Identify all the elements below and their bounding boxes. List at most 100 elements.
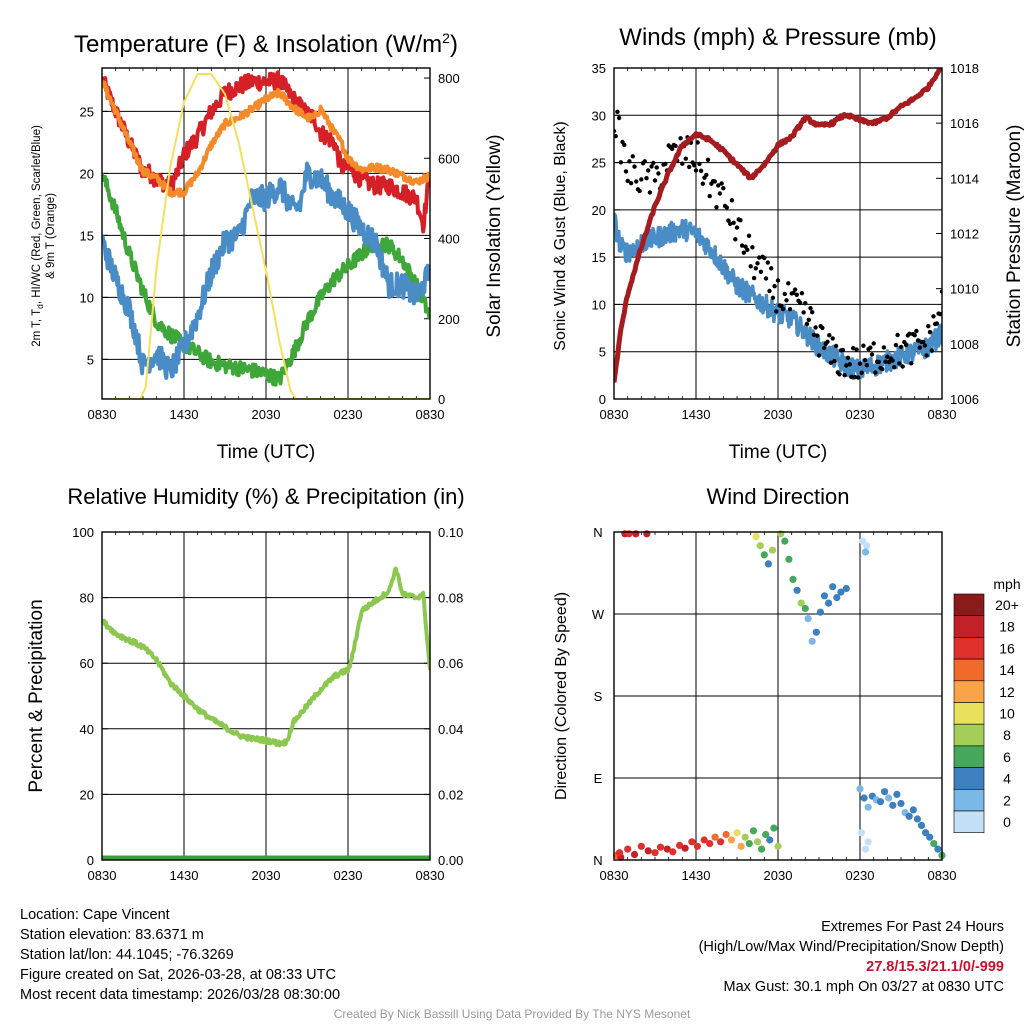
gust-point	[926, 324, 931, 329]
wind-y-tick-label: 0	[599, 392, 606, 407]
insolation-y-tick-label: 600	[438, 151, 460, 166]
gust-point	[883, 359, 888, 364]
wind-direction-point	[630, 850, 639, 859]
wind-direction-point	[688, 838, 696, 846]
plot-frame	[613, 531, 943, 861]
humidity-line	[102, 566, 430, 748]
gust-point	[634, 179, 639, 184]
gust-point	[716, 183, 721, 188]
x-tick-label: 0830	[416, 868, 445, 883]
gust-point	[929, 348, 934, 353]
direction-tick-label: W	[592, 607, 605, 622]
wind-direction-point	[876, 798, 885, 806]
x-tick-label: 1430	[170, 407, 199, 422]
gust-point	[912, 333, 917, 338]
gust-point	[757, 255, 762, 260]
winds-title: Winds (mph) & Pressure (mb)	[619, 24, 936, 51]
wind-direction-point	[777, 530, 785, 538]
gust-point	[862, 358, 868, 363]
gust-point	[721, 186, 726, 191]
legend-label: 8	[1003, 727, 1011, 743]
gust-point	[680, 161, 685, 166]
gust-point	[915, 338, 921, 343]
insolation-y-tick-label: 0	[438, 392, 445, 407]
wind-y-tick-label: 5	[599, 345, 606, 360]
gust-point	[897, 361, 902, 366]
gust-point	[794, 292, 799, 297]
gust-point	[705, 157, 711, 162]
x-tick-label: 0230	[334, 407, 363, 422]
humidity-panel: Relative Humidity (%) & Precipitation (i…	[26, 484, 465, 883]
gust-point	[652, 178, 658, 183]
wind-series-group	[614, 68, 942, 383]
gust-point	[813, 325, 818, 330]
gust-point	[898, 344, 904, 350]
wind-direction-point	[625, 530, 633, 538]
wind-direction-point	[881, 788, 889, 796]
wind-direction-point	[737, 842, 745, 850]
wind-direction-point	[774, 842, 782, 850]
wind-direction-point	[745, 840, 753, 848]
wind-direction-point	[781, 537, 789, 545]
humidity-y-tick-label: 0	[87, 853, 94, 868]
gust-point	[734, 225, 740, 230]
gust-point	[828, 360, 834, 365]
gust-point	[649, 164, 654, 169]
gust-point	[642, 159, 647, 164]
station-info: Location: Cape Vincent Station elevation…	[20, 905, 340, 1005]
gust-point	[719, 181, 724, 186]
x-tick-label: 0830	[600, 868, 629, 883]
wind-direction-point	[808, 637, 816, 645]
gust-point	[782, 291, 787, 297]
gust-point	[762, 255, 767, 261]
wind-direction-point	[930, 840, 938, 848]
wind-y-tick-label: 25	[592, 156, 606, 171]
max-gust: Max Gust: 30.1 mph On 03/27 at 0830 UTC	[723, 979, 1004, 995]
gust-point	[628, 181, 634, 186]
wind-direction-point	[842, 584, 850, 593]
legend-label: 4	[1003, 771, 1011, 787]
legend-label: 10	[999, 706, 1015, 722]
station-location: Location: Cape Vincent	[20, 907, 170, 923]
gust-point	[637, 188, 642, 194]
gust-point	[869, 352, 875, 357]
wind-direction-point	[889, 801, 897, 809]
wind-direction-point	[917, 821, 926, 830]
gust-point	[787, 307, 793, 312]
gust-point	[885, 354, 890, 359]
gust-point	[654, 165, 659, 170]
winds-ylabel-right: Station Pressure (Maroon)	[1004, 125, 1024, 348]
wind-direction-point	[905, 812, 913, 820]
gust-point	[810, 310, 815, 315]
x-tick-label: 0830	[928, 868, 957, 883]
wind-direction-point	[860, 794, 868, 802]
gust-point	[687, 164, 692, 170]
gust-point	[774, 309, 779, 314]
gust-point	[651, 160, 656, 166]
gust-point	[755, 261, 760, 266]
gust-point	[765, 260, 770, 265]
wind-direction-point	[644, 847, 652, 855]
gust-point	[849, 374, 854, 379]
wind-direction-point	[833, 594, 841, 602]
gust-point	[786, 281, 791, 286]
gust-point	[852, 374, 858, 380]
gust-point	[811, 332, 817, 337]
insolation-y-tick-label: 800	[438, 71, 460, 86]
extremes-info: Extremes For Past 24 Hours (High/Low/Max…	[699, 917, 1004, 997]
gust-point	[806, 317, 811, 322]
precip-y-tick-label: 0.04	[438, 722, 463, 737]
x-tick-label: 0830	[416, 407, 445, 422]
temperature-y-tick-label: 15	[80, 228, 94, 243]
orange-temperature-line	[102, 80, 430, 198]
gust-point	[770, 295, 776, 300]
gust-point	[616, 115, 622, 121]
wind-y-tick-label: 35	[592, 61, 606, 76]
wind-direction-point	[812, 628, 820, 636]
gust-point	[738, 218, 743, 223]
legend-label: 12	[999, 684, 1015, 700]
gust-point	[816, 353, 822, 358]
legend-label: 14	[999, 662, 1015, 678]
gust-point	[741, 250, 746, 255]
